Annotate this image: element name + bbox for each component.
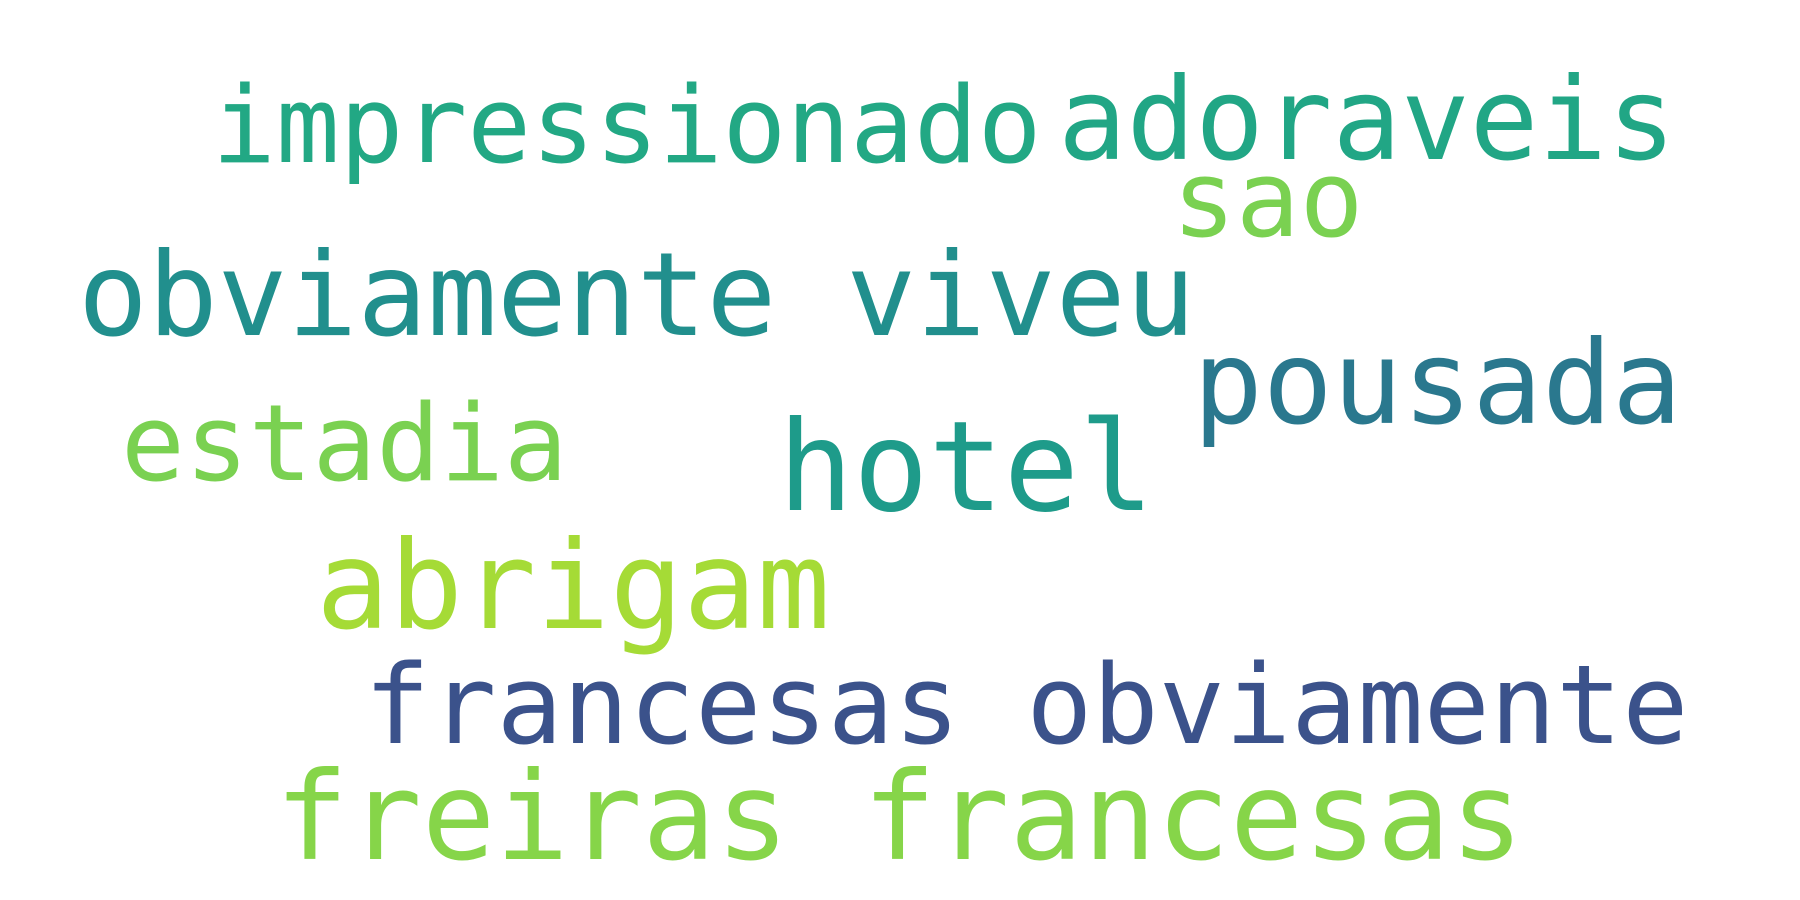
word-estadia: estadia <box>121 382 568 505</box>
word-pousada: pousada <box>1193 316 1682 451</box>
word-hotel: hotel <box>778 395 1155 540</box>
word-freiras-francesas: freiras francesas <box>275 746 1524 888</box>
word-adoraveis: adoraveis <box>1058 53 1676 186</box>
word-abrigam: abrigam <box>316 515 831 657</box>
word-francesas-obviamente: francesas obviamente <box>364 641 1689 769</box>
word-obviamente-viveu: obviamente viveu <box>78 228 1196 363</box>
word-impressionado: impressionado <box>212 64 1042 187</box>
word-sao: sao <box>1172 138 1364 261</box>
